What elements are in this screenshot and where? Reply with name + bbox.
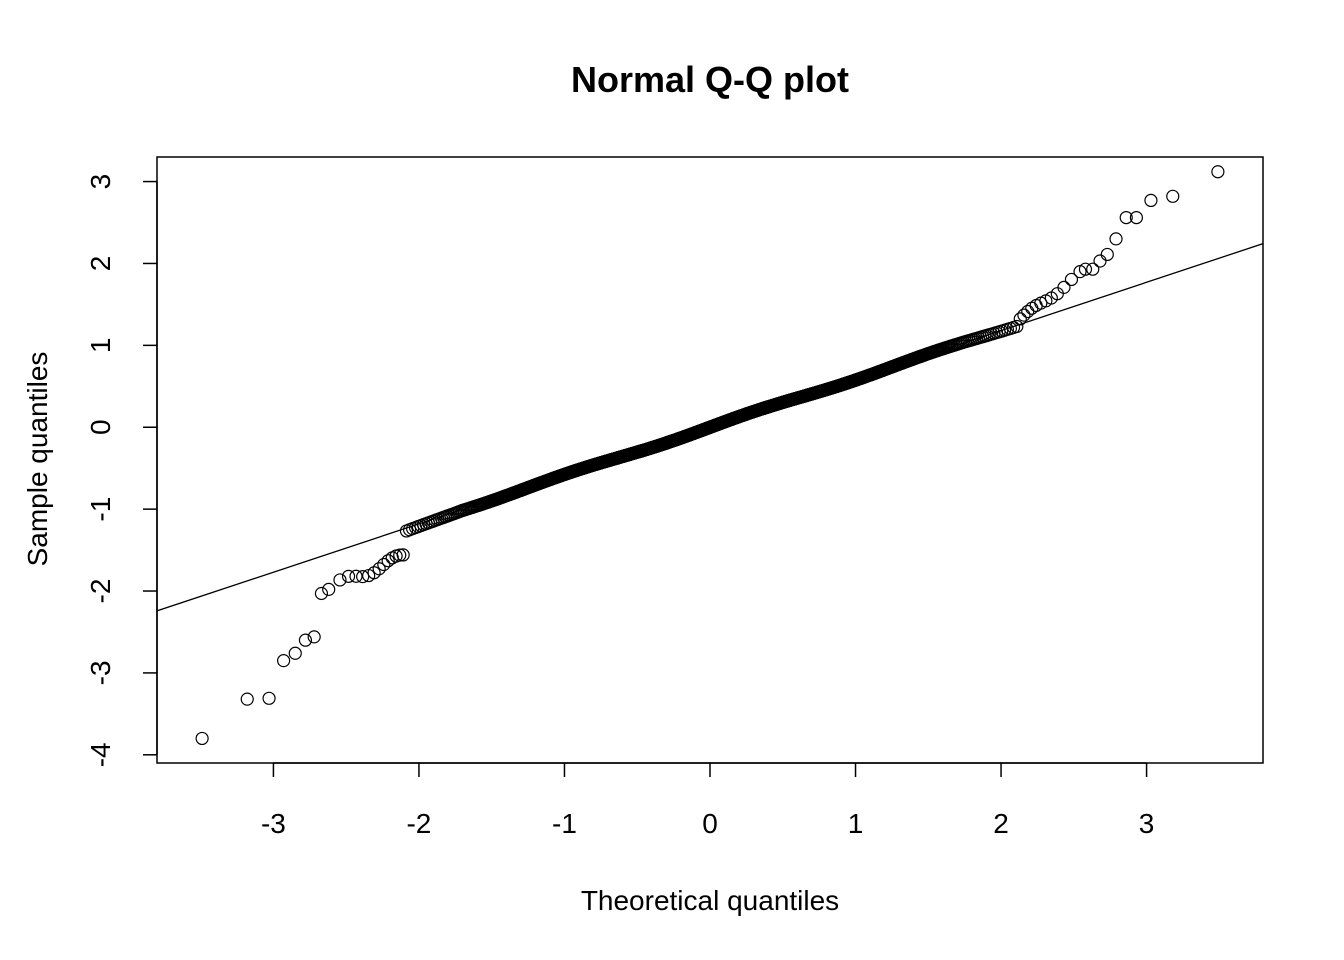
qq-point: [1093, 254, 1107, 268]
qq-point: [1013, 312, 1027, 326]
y-tick-label: 2: [85, 256, 116, 272]
qq-point: [1078, 262, 1093, 276]
qq-point: [307, 630, 321, 644]
qq-point: [356, 570, 370, 584]
qq-point: [1057, 280, 1071, 294]
qq-point: [262, 691, 276, 705]
x-axis: -3 -2 -1 0 1 2 3: [261, 762, 1155, 839]
y-tick-label: -2: [85, 579, 116, 604]
qq-point: [333, 573, 347, 587]
qq-point: [1211, 165, 1225, 179]
x-tick-label: -3: [261, 808, 286, 839]
qq-point: [240, 692, 254, 706]
y-axis-label: Sample quantiles: [22, 352, 53, 567]
qq-point: [396, 548, 410, 562]
y-axis: -4 -3 -2 -1 0 1 2 3: [85, 174, 158, 767]
qq-point: [377, 557, 391, 572]
qq-point: [298, 633, 313, 647]
y-tick-label: 3: [85, 174, 116, 190]
qq-point: [1100, 247, 1114, 262]
qq-point: [314, 586, 329, 601]
qq-point: [1129, 211, 1143, 225]
qq-point: [1166, 189, 1180, 203]
x-tick-label: 2: [993, 808, 1009, 839]
qq-point: [1144, 193, 1158, 207]
y-tick-label: -4: [85, 742, 116, 767]
qq-point: [341, 569, 356, 583]
y-tick-label: 0: [85, 419, 116, 435]
points-layer: [195, 165, 1225, 746]
qq-point: [1109, 232, 1123, 246]
qq-point: [1064, 272, 1079, 287]
qq-point: [393, 548, 407, 562]
qq-point: [195, 731, 209, 746]
qq-point: [381, 554, 395, 568]
qq-point: [1017, 308, 1031, 322]
y-tick-label: -3: [85, 660, 116, 685]
x-axis-label: Theoretical quantiles: [581, 885, 839, 916]
chart-title: Normal Q-Q plot: [571, 59, 849, 100]
qq-point: [372, 562, 386, 576]
qq-point: [288, 646, 302, 660]
qq-point: [277, 654, 291, 668]
qq-point: [322, 582, 336, 596]
y-tick-label: 1: [85, 338, 116, 354]
qq-point: [1010, 319, 1024, 334]
qq-point: [1119, 211, 1133, 225]
x-tick-label: -1: [552, 808, 577, 839]
x-tick-label: 1: [848, 808, 864, 839]
x-tick-label: -2: [406, 808, 431, 839]
y-tick-label: -1: [85, 497, 116, 522]
x-tick-label: 0: [702, 808, 718, 839]
x-tick-label: 3: [1139, 808, 1155, 839]
qq-point: [1086, 262, 1100, 276]
qq-point: [349, 569, 363, 583]
